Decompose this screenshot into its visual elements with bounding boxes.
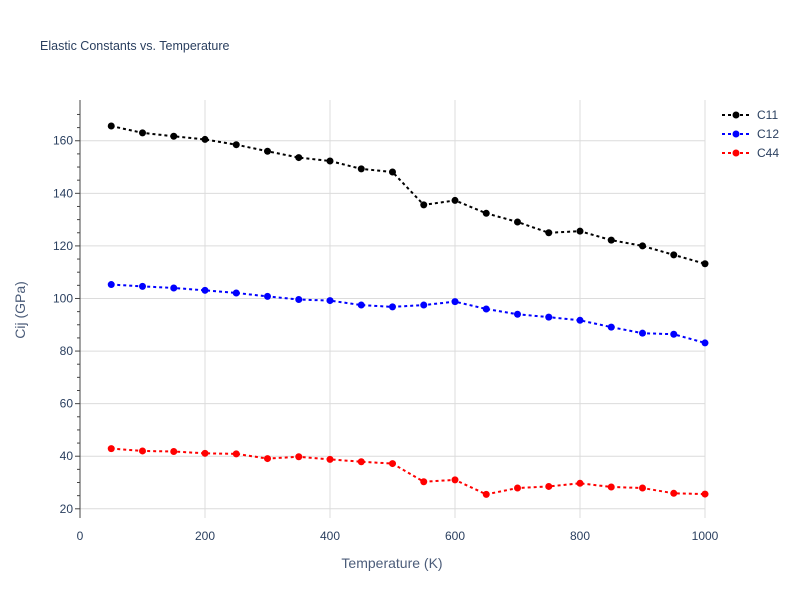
y-tick-label: 100 [53, 291, 73, 305]
data-point-c44 [701, 490, 709, 498]
data-point-c11 [420, 201, 428, 209]
data-point-c12 [576, 316, 584, 324]
chart-title: Elastic Constants vs. Temperature [40, 39, 229, 53]
data-point-c11 [107, 122, 115, 130]
data-point-c44 [420, 478, 428, 486]
data-point-c44 [607, 483, 615, 491]
series-line-c11 [111, 125, 706, 265]
data-point-c12 [357, 301, 365, 309]
data-point-c11 [545, 229, 553, 237]
data-point-c12 [170, 284, 178, 292]
x-tick-label: 600 [445, 529, 465, 543]
data-point-c44 [107, 445, 115, 453]
data-point-c44 [357, 458, 365, 466]
data-point-c12 [482, 305, 490, 313]
y-tick-label: 160 [53, 134, 73, 148]
data-point-c44 [232, 450, 240, 458]
data-point-c44 [639, 484, 646, 492]
data-point-c44 [670, 489, 678, 497]
legend-item-c44[interactable]: C44 [722, 146, 779, 160]
data-point-c12 [701, 339, 709, 347]
data-point-c11 [264, 147, 271, 155]
data-point-c12 [201, 286, 209, 294]
data-point-c12 [326, 297, 334, 305]
legend-item-c12[interactable]: C12 [722, 127, 779, 141]
data-point-c11 [139, 129, 146, 137]
legend-label: C44 [757, 146, 779, 160]
data-point-c11 [670, 251, 678, 259]
data-point-c12 [545, 313, 553, 321]
data-point-c12 [232, 289, 240, 297]
legend-item-c11[interactable]: C11 [722, 108, 778, 122]
data-point-c12 [139, 282, 146, 290]
legend-marker [732, 111, 740, 119]
data-point-c44 [139, 447, 146, 455]
y-tick-label: 40 [60, 449, 74, 463]
axis-layer: 20 40 60 80 100 120 140 160 0 200 400 600 800 1000 [53, 100, 719, 543]
x-axis-title: Temperature (K) [341, 555, 442, 571]
data-point-c44 [514, 484, 521, 492]
data-point-c12 [639, 329, 646, 337]
data-point-c12 [264, 292, 271, 300]
data-point-c12 [451, 298, 459, 306]
series-layer [107, 122, 709, 498]
data-point-c12 [420, 301, 428, 309]
data-point-c11 [201, 135, 209, 143]
data-point-c44 [545, 482, 553, 490]
data-point-c12 [107, 281, 115, 289]
x-tick-label: 200 [195, 529, 215, 543]
data-point-c11 [514, 218, 521, 226]
data-point-c12 [670, 330, 678, 338]
data-point-c11 [639, 242, 646, 250]
data-point-c44 [389, 460, 396, 468]
legend[interactable]: C11 C12 C44 [722, 108, 779, 160]
data-point-c11 [451, 196, 459, 204]
data-point-c44 [264, 455, 271, 463]
data-point-c44 [295, 453, 303, 461]
data-point-c11 [607, 236, 615, 244]
data-point-c11 [701, 260, 709, 268]
series-line-c44 [111, 447, 706, 496]
data-point-c12 [295, 296, 303, 304]
data-point-c11 [232, 141, 240, 149]
data-point-c11 [170, 132, 178, 140]
data-point-c44 [482, 490, 490, 498]
data-point-c44 [170, 447, 178, 455]
legend-label: C12 [757, 127, 779, 141]
data-point-c11 [389, 168, 396, 176]
data-point-c11 [482, 209, 490, 217]
data-point-c44 [201, 449, 209, 457]
data-point-c12 [607, 323, 615, 331]
x-tick-label: 400 [320, 529, 340, 543]
y-tick-label: 80 [60, 344, 74, 358]
y-tick-label: 120 [53, 239, 73, 253]
data-point-c11 [357, 165, 365, 173]
y-tick-label: 140 [53, 186, 73, 200]
data-point-c11 [576, 227, 584, 235]
data-point-c44 [576, 479, 584, 487]
data-point-c12 [514, 310, 521, 318]
y-axis-title: Cij (GPa) [12, 281, 28, 339]
y-tick-label: 60 [60, 397, 74, 411]
data-point-c44 [326, 455, 334, 463]
legend-label: C11 [757, 108, 778, 122]
data-point-c11 [326, 157, 334, 165]
x-tick-label: 0 [77, 529, 84, 543]
x-tick-label: 800 [570, 529, 590, 543]
data-point-c12 [389, 303, 396, 311]
grid-layer [80, 100, 706, 518]
y-tick-label: 20 [60, 502, 74, 516]
series-line-c12 [111, 283, 706, 344]
legend-marker [732, 130, 740, 138]
data-point-c44 [451, 476, 459, 484]
legend-marker [732, 149, 740, 157]
x-tick-label: 1000 [692, 529, 719, 543]
data-point-c11 [295, 154, 303, 162]
